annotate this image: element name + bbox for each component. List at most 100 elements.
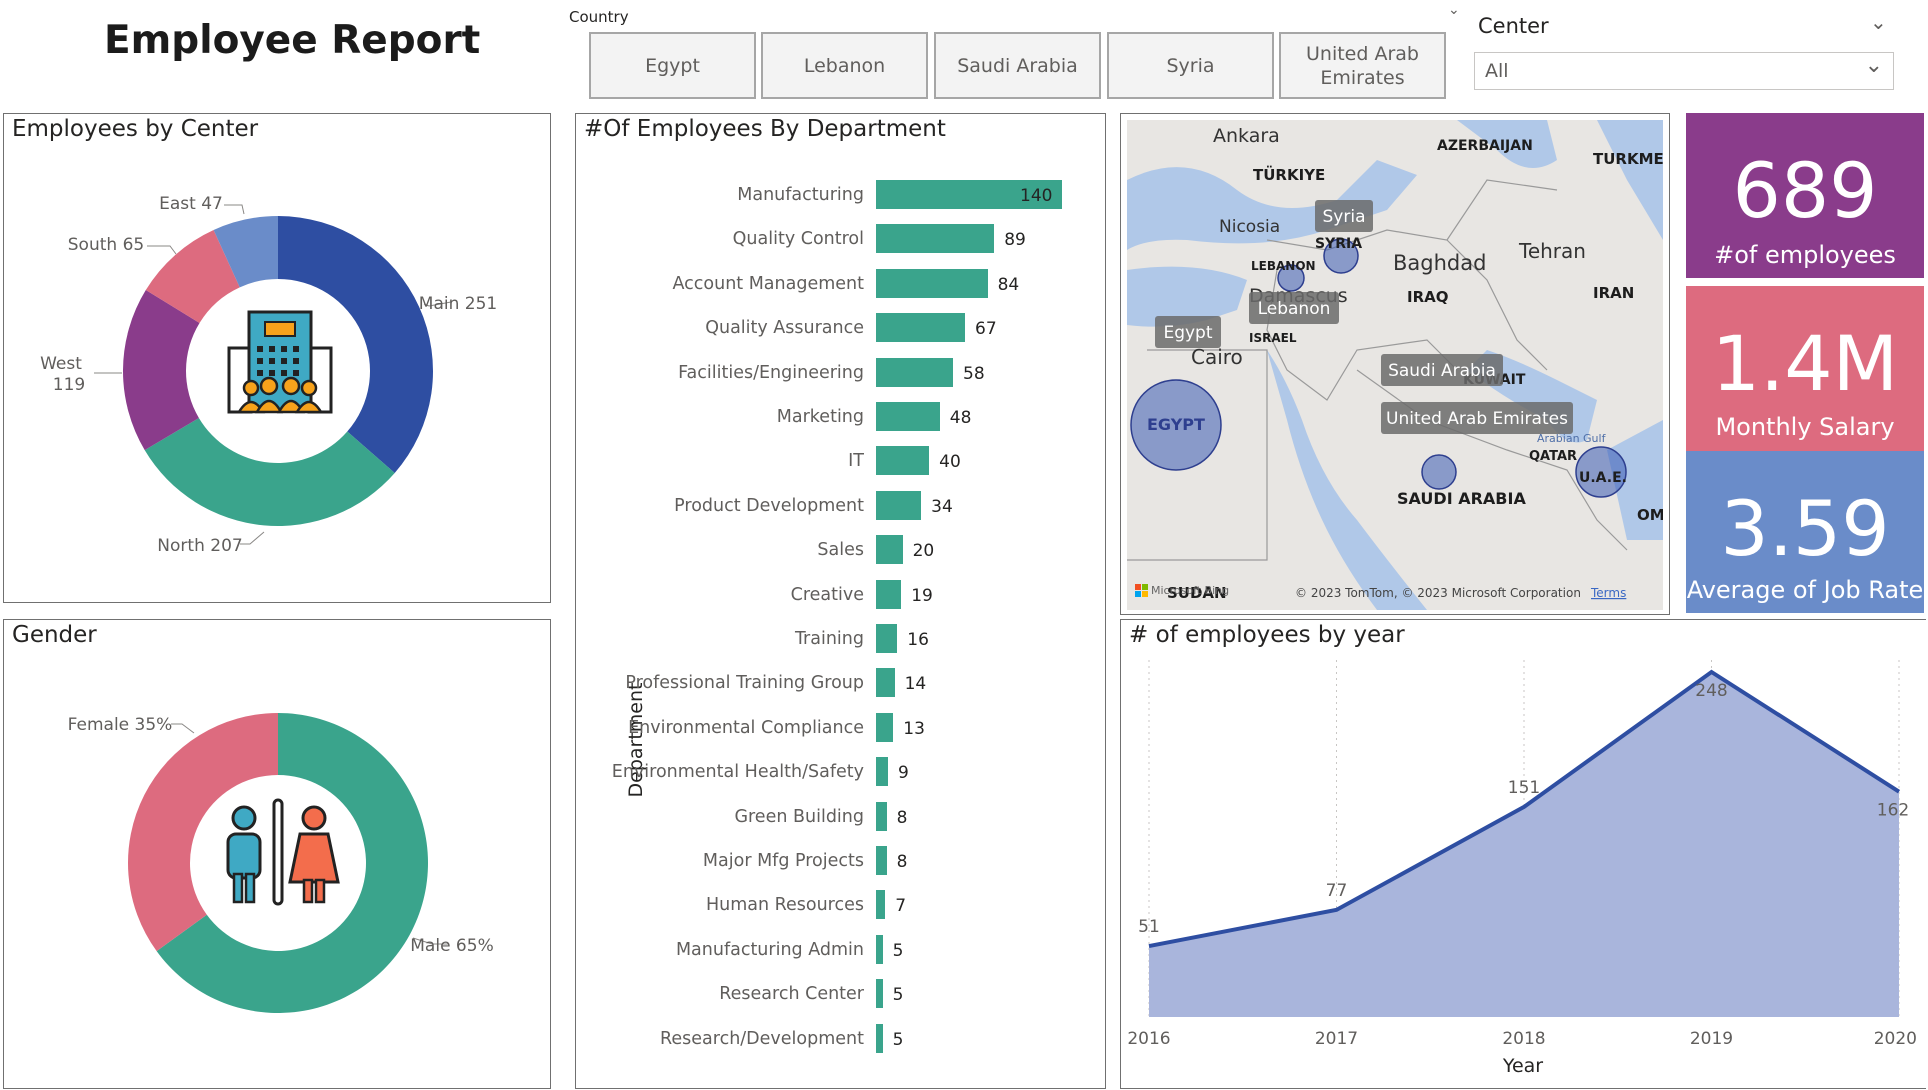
department-label: Creative: [790, 584, 864, 605]
kpi-bg: [1686, 113, 1924, 278]
chevron-down-icon[interactable]: ⌄: [1448, 2, 1460, 18]
department-bar[interactable]: [876, 668, 895, 698]
map-place-label: QATAR: [1529, 449, 1577, 464]
year-data-label: 151: [1508, 778, 1540, 798]
center-donut-slice[interactable]: [278, 216, 433, 473]
country-chip-lebanon[interactable]: Lebanon: [761, 32, 928, 99]
department-bar[interactable]: [876, 934, 883, 964]
center-donut-slice[interactable]: [144, 417, 395, 526]
gender-donut-slice[interactable]: [156, 713, 429, 1013]
center-data-label: North 207: [157, 536, 242, 556]
map-place-label: ISRAEL: [1249, 331, 1297, 345]
department-label: Account Management: [672, 273, 864, 294]
department-bar[interactable]: [876, 268, 988, 298]
department-value: 34: [931, 496, 953, 517]
department-bar[interactable]: [876, 890, 886, 920]
gender-donut-slice[interactable]: [128, 713, 278, 952]
map-canvas[interactable]: Ankara TÜRKIYE AZERBAIJAN TURKME Nicosia SYRI…: [1127, 120, 1663, 610]
country-chip-label: Egypt: [645, 54, 700, 77]
map-place-label: TURKME: [1593, 150, 1663, 168]
office-building-people-icon: [227, 310, 333, 414]
gender-donut-chart: Male 65% Female 35%: [68, 713, 494, 1013]
map-bubble-saudi-arabia: [1421, 454, 1457, 490]
department-bar[interactable]: [876, 535, 903, 565]
map-terms-link[interactable]: Terms: [1590, 586, 1626, 600]
kpi-label: Average of Job Rate: [1686, 576, 1924, 604]
map-place-label: EGYPT: [1147, 415, 1205, 434]
map-place-label: OM: [1637, 506, 1663, 524]
map-logo-text: Microsoft Bing: [1151, 584, 1229, 597]
department-bar[interactable]: [876, 180, 1062, 209]
chevron-down-icon: ⌄: [1864, 53, 1883, 78]
department-bar[interactable]: [876, 712, 894, 742]
kpi-bg: [1686, 286, 1924, 451]
gender-data-label: Male 65%: [410, 936, 493, 956]
center-donut-slice[interactable]: [123, 290, 200, 451]
department-label: Sales: [817, 540, 864, 561]
department-axis-title: Department: [625, 682, 647, 798]
department-value: 89: [1004, 230, 1026, 251]
map-place-label: IRAN: [1593, 284, 1634, 302]
country-chip-label: Syria: [1166, 54, 1215, 77]
map-bubble-syria: [1323, 238, 1359, 274]
chevron-down-icon[interactable]: ⌄: [1870, 10, 1887, 34]
department-bar[interactable]: [876, 624, 898, 653]
employees-by-center-panel: Employees by Center Main 251 North 207 Wes…: [3, 113, 551, 603]
year-tick-label: 2016: [1127, 1029, 1170, 1049]
department-label: Professional Training Group: [625, 673, 864, 694]
map-place-label: IRAQ: [1407, 288, 1449, 306]
map-bubble-tooltip-label: United Arab Emirates: [1386, 409, 1568, 429]
department-value: 67: [975, 319, 997, 340]
department-value: 19: [911, 585, 933, 606]
map-bubble-tooltip-label: Egypt: [1163, 323, 1212, 343]
department-label: Training: [794, 629, 864, 649]
department-bar[interactable]: [876, 1023, 883, 1053]
department-bar[interactable]: [876, 490, 922, 520]
map-bubble-uae: [1575, 446, 1627, 498]
map-place-label: LEBANON: [1251, 259, 1316, 273]
department-bar[interactable]: [876, 979, 883, 1009]
department-value: 5: [892, 1029, 904, 1050]
country-chip-egypt[interactable]: Egypt: [589, 32, 756, 99]
year-data-label: 77: [1326, 881, 1348, 901]
center-donut-slice[interactable]: [145, 230, 240, 323]
department-bar[interactable]: [876, 224, 995, 254]
department-bar[interactable]: [876, 446, 930, 476]
department-bar[interactable]: [876, 313, 965, 343]
map-place-label: U.A.E.: [1579, 470, 1627, 486]
center-data-label: South 65: [68, 235, 144, 255]
year-area-chart: 51 77 151 248 162 2016 2017 2018 2019 2020 Year: [1127, 660, 1917, 1077]
department-value: 5: [892, 940, 904, 961]
map-place-label: Tehran: [1518, 239, 1586, 263]
department-label: Major Mfg Projects: [702, 851, 864, 871]
department-bar[interactable]: [876, 801, 887, 831]
country-chip-saudi-arabia[interactable]: Saudi Arabia: [934, 32, 1101, 99]
center-dropdown-value: All: [1485, 60, 1509, 82]
map-bubble-lebanon: [1277, 264, 1305, 292]
country-chip-syria[interactable]: Syria: [1107, 32, 1274, 99]
country-chip-label: United Arab Emirates: [1306, 42, 1419, 89]
map-bubble-tooltip: [1381, 354, 1503, 386]
map-place-label: Baghdad: [1393, 251, 1486, 275]
kpi-card-salary: 1.4M Monthly Salary: [1686, 286, 1924, 451]
country-chip-uae[interactable]: United Arab Emirates: [1279, 32, 1446, 99]
employees-by-year-panel: # of employees by year 51 77 151 248 162 2016…: [1120, 619, 1926, 1089]
department-label: Manufacturing: [737, 185, 864, 205]
department-value: 48: [949, 408, 972, 428]
department-bar[interactable]: [876, 357, 954, 387]
center-donut-slice[interactable]: [213, 216, 278, 288]
department-label: Product Development: [674, 495, 864, 516]
department-bar[interactable]: [876, 579, 902, 609]
department-value: 40: [939, 452, 961, 473]
center-dropdown[interactable]: All ⌄: [1474, 52, 1894, 90]
department-bar[interactable]: [876, 757, 888, 787]
map-place-label: TÜRKIYE: [1253, 165, 1325, 184]
center-slicer-label: Center: [1478, 14, 1549, 38]
year-area[interactable]: [1149, 672, 1899, 1017]
department-bar[interactable]: [876, 402, 940, 431]
department-bar[interactable]: [876, 846, 887, 875]
center-data-label: West: [40, 354, 82, 374]
map-place-label: Arabian Gulf: [1537, 432, 1607, 445]
department-label: Green Building: [734, 806, 864, 827]
